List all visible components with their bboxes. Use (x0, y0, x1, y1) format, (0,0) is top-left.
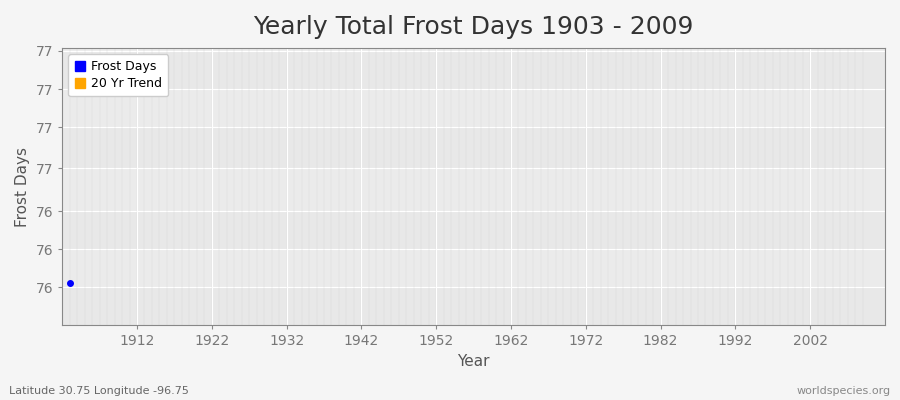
Legend: Frost Days, 20 Yr Trend: Frost Days, 20 Yr Trend (68, 54, 168, 96)
Bar (62, 127, 885, 168)
Bar (62, 89, 885, 127)
Y-axis label: Frost Days: Frost Days (15, 147, 30, 227)
Bar (62, 249, 885, 287)
Bar (62, 287, 885, 326)
Bar (62, 51, 885, 89)
Bar (62, 48, 885, 51)
Title: Yearly Total Frost Days 1903 - 2009: Yearly Total Frost Days 1903 - 2009 (254, 15, 694, 39)
Text: worldspecies.org: worldspecies.org (796, 386, 891, 396)
Bar (62, 168, 885, 211)
Bar (62, 211, 885, 249)
X-axis label: Year: Year (457, 354, 490, 369)
Text: Latitude 30.75 Longitude -96.75: Latitude 30.75 Longitude -96.75 (9, 386, 189, 396)
